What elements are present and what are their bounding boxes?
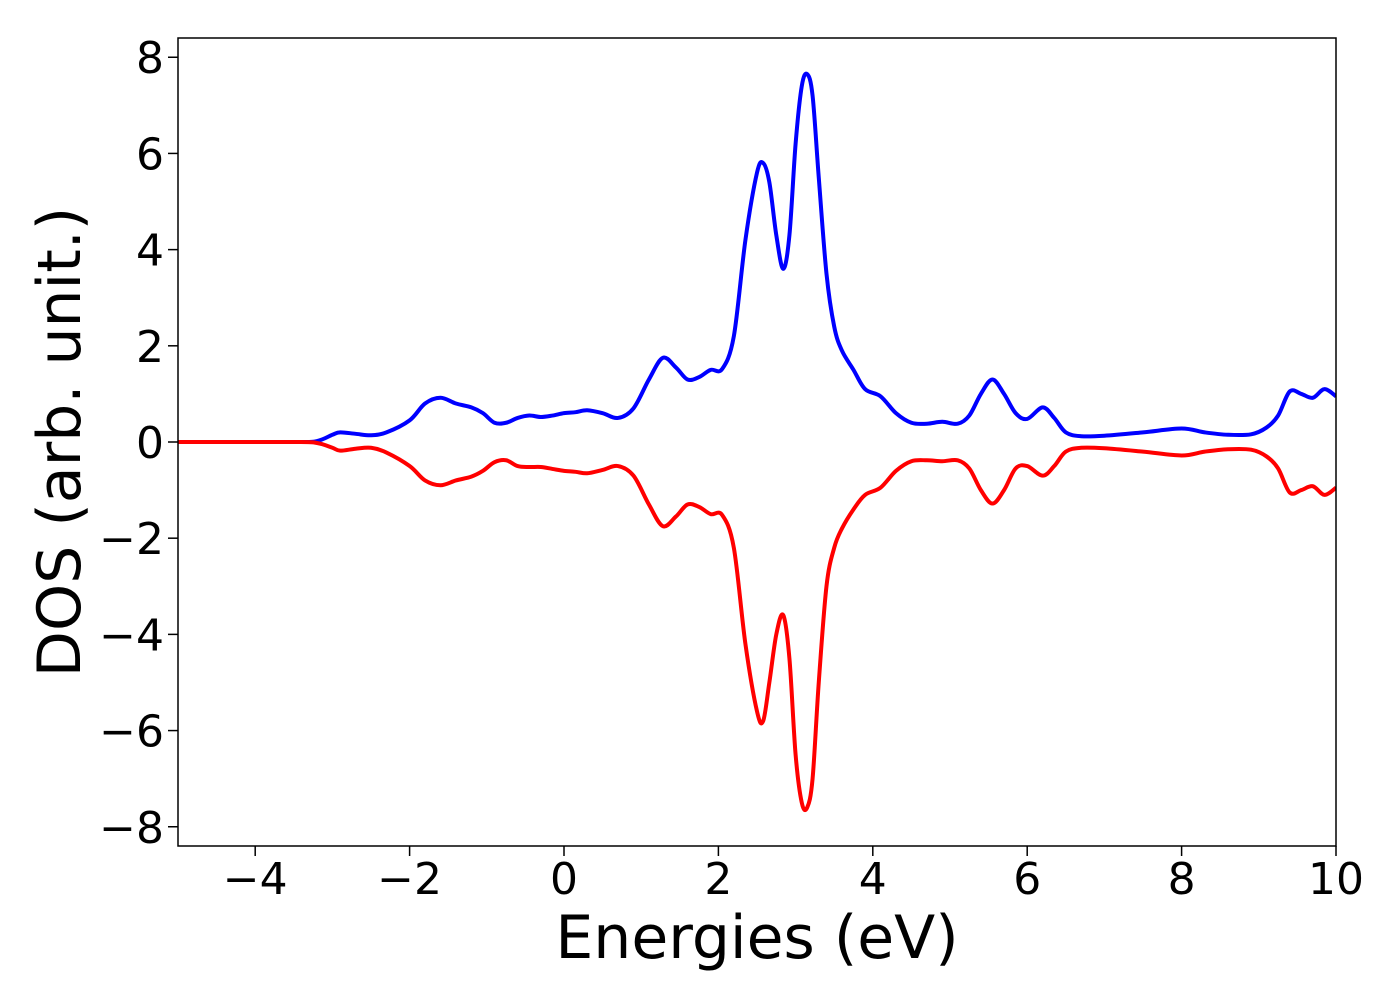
y-tick-label: −6	[99, 707, 164, 758]
x-tick-label: 0	[550, 854, 578, 905]
x-tick-label: 2	[704, 854, 732, 905]
x-tick-label: −2	[377, 854, 442, 905]
x-tick-label: 10	[1308, 854, 1364, 905]
series-layer	[178, 71, 1336, 813]
y-tick-label: −4	[99, 610, 164, 661]
series-line-0	[178, 71, 1336, 445]
y-tick-label: 8	[136, 33, 164, 84]
series-line-1	[178, 439, 1336, 813]
x-tick-label: −4	[223, 854, 288, 905]
y-tick-label: −8	[99, 803, 164, 854]
plot-frame	[177, 37, 1337, 847]
y-tick-label: 2	[136, 322, 164, 373]
x-tick-label: 4	[859, 854, 887, 905]
x-axis-label: Energies (eV)	[555, 903, 958, 973]
x-axis: −4 −2 0 2 4 6 8 10	[223, 846, 1364, 905]
y-axis-label: DOS (arb. unit.)	[25, 207, 95, 677]
x-tick-label: 6	[1013, 854, 1041, 905]
y-tick-label: −2	[99, 514, 164, 565]
y-tick-label: 6	[136, 129, 164, 180]
y-axis: 8 6 4 2 0 −2 −4 −6 −8	[99, 33, 178, 854]
y-tick-label: 4	[136, 226, 164, 277]
x-tick-label: 8	[1168, 854, 1196, 905]
y-tick-label: 0	[136, 418, 164, 469]
